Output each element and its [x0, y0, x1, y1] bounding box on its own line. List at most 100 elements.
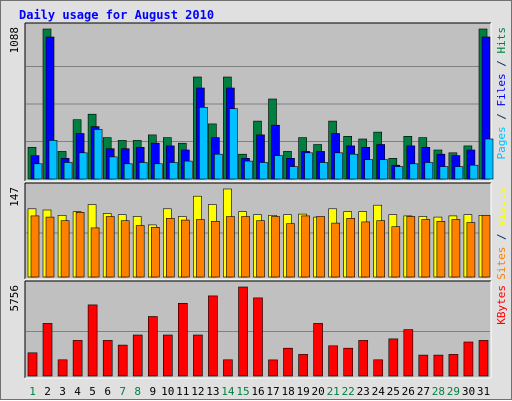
bar-kbytes-day-28: [433, 354, 444, 377]
day-label-29: 29: [447, 385, 460, 398]
bar-kbytes-day-25: [388, 338, 399, 377]
day-label-26: 26: [402, 385, 415, 398]
day-label-14: 14: [221, 385, 235, 398]
bar-sites-day-22: [346, 218, 356, 278]
panel-hits-ymax-label: 1088: [8, 27, 21, 54]
day-label-19: 19: [296, 385, 309, 398]
day-label-2: 2: [44, 385, 51, 398]
day-label-9: 9: [149, 385, 156, 398]
legend-entry: KBytes: [495, 285, 508, 325]
day-label-12: 12: [191, 385, 204, 398]
bar-pages-day-2: [48, 140, 58, 180]
day-label-1: 1: [29, 385, 36, 398]
bar-sites-day-14: [226, 216, 235, 278]
legend-entry: Files: [495, 73, 508, 106]
panel-visits-legend: Sites / Visits: [495, 187, 508, 280]
bar-pages-day-25: [394, 166, 404, 180]
legend-entry: Visits: [495, 187, 508, 227]
day-label-18: 18: [281, 385, 294, 398]
day-label-23: 23: [357, 385, 370, 398]
bar-kbytes-day-18: [283, 347, 293, 377]
bar-kbytes-day-9: [148, 316, 158, 377]
bar-pages-day-15: [244, 160, 253, 180]
day-label-13: 13: [206, 385, 219, 398]
bar-sites-day-16: [256, 220, 265, 278]
bar-sites-day-5: [90, 227, 100, 278]
bar-pages-day-13: [214, 153, 223, 180]
bar-pages-day-1: [33, 163, 43, 180]
day-label-8: 8: [134, 385, 141, 398]
bar-sites-day-4: [75, 212, 85, 278]
bar-pages-day-29: [454, 166, 464, 180]
bar-pages-day-14: [229, 108, 238, 180]
day-label-31: 31: [477, 385, 490, 398]
bar-sites-day-21: [331, 222, 340, 278]
bar-pages-day-10: [169, 162, 178, 180]
day-label-4: 4: [74, 385, 81, 398]
bar-kbytes-day-8: [132, 334, 143, 377]
bar-pages-day-8: [138, 162, 148, 180]
panel-kbytes-legend: KBytes: [495, 285, 508, 325]
bar-pages-day-21: [334, 152, 343, 180]
bar-kbytes-day-17: [268, 359, 278, 377]
legend-entry: /: [495, 54, 508, 74]
panel-kbytes-ymax-label: 5756: [8, 285, 21, 312]
bar-kbytes-day-27: [418, 354, 429, 377]
bar-kbytes-day-20: [313, 323, 323, 377]
bar-pages-day-7: [123, 163, 133, 180]
bar-sites-day-28: [436, 221, 446, 278]
bar-pages-day-27: [424, 162, 434, 180]
bar-kbytes-day-22: [343, 347, 354, 377]
bar-sites-day-27: [421, 219, 431, 278]
bar-kbytes-day-19: [298, 354, 308, 377]
bar-pages-day-5: [93, 129, 103, 180]
bar-pages-day-26: [409, 163, 419, 180]
bar-pages-day-23: [364, 159, 374, 180]
bar-sites-day-23: [361, 221, 371, 278]
panel-visits: 147 Sites / Visits: [8, 182, 508, 280]
legend-entry: /: [495, 227, 508, 247]
day-label-27: 27: [417, 385, 430, 398]
bar-sites-day-24: [376, 220, 386, 278]
panel-visits-ymax-label: 147: [8, 187, 21, 207]
bar-pages-day-18: [289, 166, 298, 180]
bar-sites-day-11: [181, 219, 190, 278]
bar-sites-day-8: [135, 225, 145, 278]
bar-kbytes-day-30: [463, 341, 474, 377]
day-label-28: 28: [432, 385, 445, 398]
legend-entry: Hits: [495, 27, 508, 54]
bar-kbytes-day-11: [178, 302, 188, 377]
bar-kbytes-day-4: [72, 340, 83, 377]
bar-sites-day-18: [286, 223, 295, 278]
day-label-25: 25: [387, 385, 400, 398]
bar-sites-day-31: [481, 215, 491, 278]
legend-entry: Sites: [495, 247, 508, 280]
legend-entry: Pages: [495, 126, 508, 159]
bar-kbytes-day-7: [117, 344, 128, 377]
bar-sites-day-7: [120, 220, 130, 278]
day-label-7: 7: [119, 385, 126, 398]
day-label-3: 3: [59, 385, 66, 398]
bar-sites-day-26: [406, 216, 416, 278]
bar-pages-day-17: [274, 155, 283, 180]
bar-kbytes-day-23: [358, 340, 369, 377]
day-label-24: 24: [372, 385, 386, 398]
chart-title: Daily usage for August 2010: [19, 8, 214, 22]
day-label-5: 5: [89, 385, 96, 398]
bar-kbytes-day-12: [193, 334, 203, 377]
legend-entry: /: [495, 107, 508, 127]
bar-pages-day-3: [63, 162, 73, 180]
day-label-15: 15: [236, 385, 249, 398]
bar-sites-day-25: [391, 226, 401, 278]
bar-pages-day-6: [108, 156, 118, 180]
bar-sites-day-9: [151, 227, 160, 278]
bar-pages-day-22: [349, 153, 359, 180]
bar-sites-day-3: [60, 220, 70, 278]
bar-sites-day-20: [316, 216, 325, 278]
day-label-21: 21: [327, 385, 340, 398]
bar-pages-day-12: [199, 107, 208, 180]
day-label-11: 11: [176, 385, 189, 398]
bar-kbytes-day-15: [238, 286, 248, 377]
bar-pages-day-11: [184, 160, 193, 180]
